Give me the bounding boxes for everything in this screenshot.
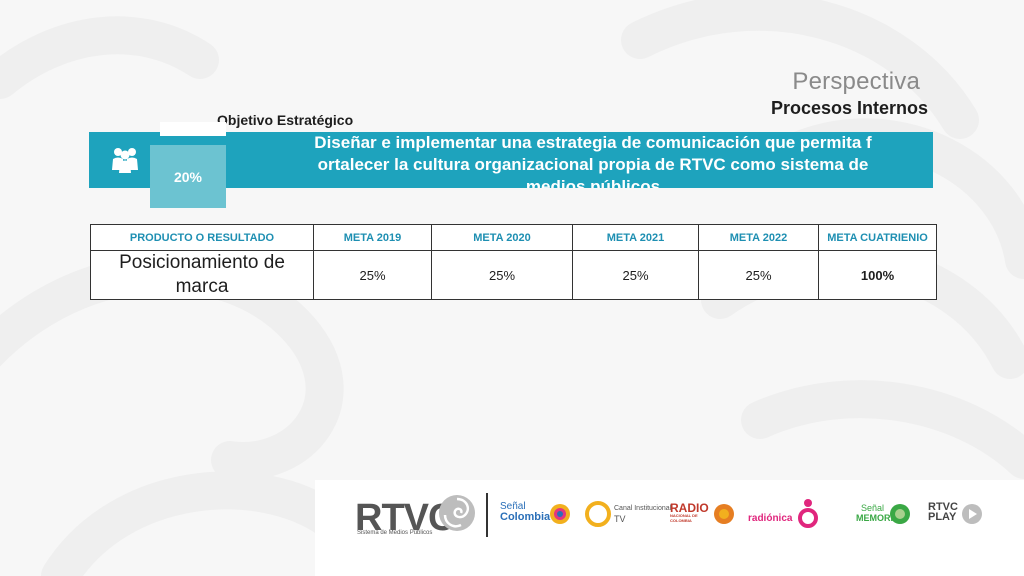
rtvc-logo: RTVC [355, 497, 455, 539]
brand-bottom: MEMORIA [856, 513, 900, 523]
perspective-title: Perspectiva [792, 68, 920, 95]
brand-radio-nacional: RADIO NACIONAL DE COLOMBIA [670, 501, 720, 523]
table-cell: 25% [431, 250, 573, 300]
objective-label: Objetivo Estratégico [217, 112, 354, 128]
table-cell: 25% [572, 250, 699, 300]
brand-bottom: TV [614, 514, 626, 524]
objective-banner [89, 132, 933, 188]
banner-notch [160, 122, 226, 136]
people-icon [112, 148, 138, 173]
column-header: META 2020 [431, 224, 573, 251]
table-cell: Posicionamiento de marca [90, 250, 314, 300]
brand-bottom: NACIONAL DE COLOMBIA [670, 513, 698, 523]
radio-nacional-icon [714, 504, 734, 524]
brand-top: Señal [860, 503, 884, 513]
brand-canal-institucional: Canal Institucional TV [614, 504, 674, 524]
brand-bottom: PLAY [928, 511, 957, 523]
brand-senal-memoria: Señal MEMORIA [856, 503, 916, 523]
radionica-icon [798, 499, 818, 528]
objective-text-line: medios públicos [525, 177, 661, 188]
table-cell: 25% [698, 250, 819, 300]
objective-text: Diseñar e implementar una estrategia de … [268, 132, 918, 188]
brand-top: RADIO [670, 501, 709, 515]
brand-bottom: Colombia [500, 511, 551, 523]
brand-senal-colombia: Señal Colombia [500, 501, 580, 523]
objective-weight: 20% [150, 145, 226, 208]
column-header: META 2022 [698, 224, 819, 251]
column-header: META CUATRIENIO [818, 224, 937, 251]
brand-rtvc-play: RTVC PLAY [928, 501, 968, 523]
column-header: META 2019 [313, 224, 432, 251]
canal-institucional-icon [585, 501, 611, 527]
brand-top: Canal Institucional [614, 505, 672, 512]
rtvc-tagline: Sistema de Medios Públicos [357, 530, 433, 536]
perspective-subtitle: Procesos Internos [770, 98, 928, 118]
column-header: META 2021 [572, 224, 699, 251]
table-header-row: PRODUCTO O RESULTADO META 2019 META 2020… [90, 224, 937, 251]
objective-text-line: Diseñar e implementar una estrategia de … [314, 133, 872, 152]
brand-bottom: radiónica [748, 513, 793, 524]
table-cell: 25% [313, 250, 432, 300]
rtvc-play-icon [962, 504, 982, 524]
senal-colombia-icon [550, 504, 570, 524]
footer-divider [486, 493, 488, 537]
table-cell: 100% [818, 250, 937, 300]
table-row: Posicionamiento de marca 25% 25% 25% 25%… [90, 250, 937, 300]
footer-logo-strip [315, 480, 1024, 576]
column-header: PRODUCTO O RESULTADO [90, 224, 314, 251]
senal-memoria-icon [890, 504, 910, 524]
brand-top: RTVC [928, 501, 958, 513]
brand-top: Señal [500, 501, 526, 512]
rtvc-spiral-icon [439, 495, 475, 531]
brand-radionica: radiónica [748, 514, 798, 524]
objective-text-line: ortalecer la cultura organizacional prop… [317, 155, 869, 174]
goals-table: PRODUCTO O RESULTADO META 2019 META 2020… [90, 224, 937, 300]
